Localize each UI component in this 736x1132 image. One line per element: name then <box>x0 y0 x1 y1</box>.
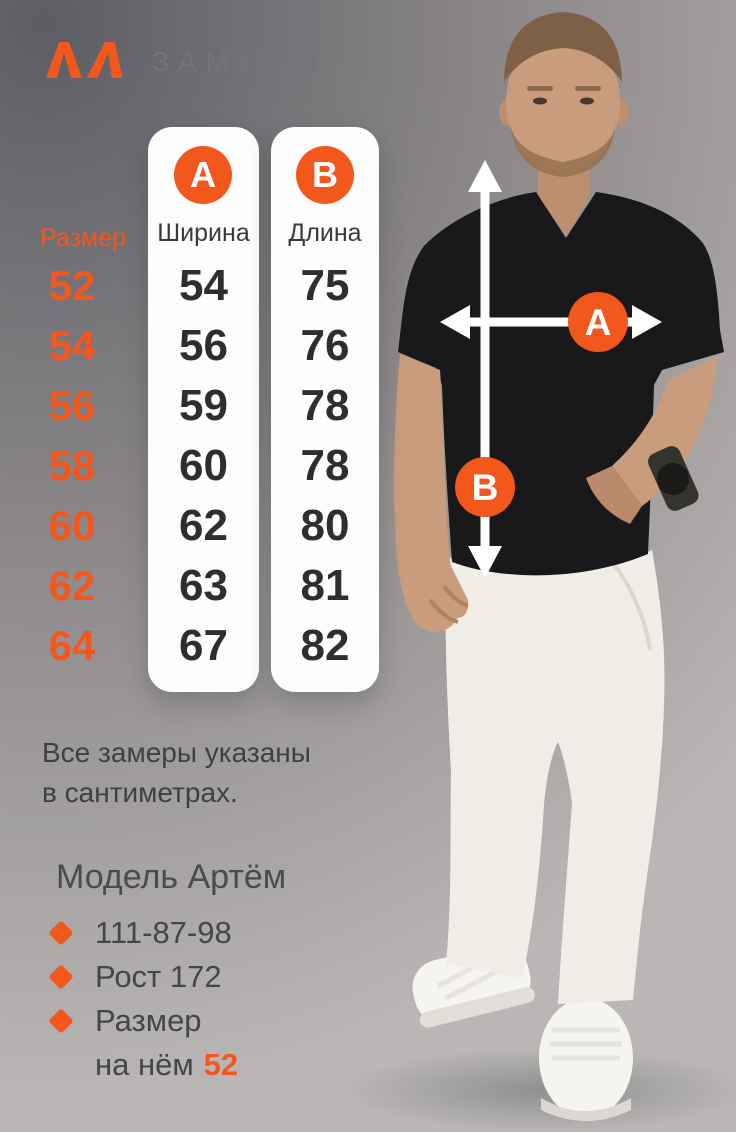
length-cell: 75 <box>300 261 350 310</box>
size-column-header: Размер <box>40 224 126 252</box>
model-size-line1: Размер <box>95 1003 202 1038</box>
size-cell: 56 <box>48 382 96 429</box>
right-sneaker <box>539 998 633 1121</box>
size-cell: 58 <box>48 442 96 489</box>
width-column-values: 54 56 59 60 62 63 67 <box>148 256 259 676</box>
width-column-card <box>148 127 259 692</box>
column-a-letter: A <box>190 154 216 195</box>
measure-badge-a-label: A <box>585 302 612 343</box>
size-cell: 62 <box>48 562 96 609</box>
units-note-line1: Все замеры указаны <box>42 737 311 768</box>
width-cell: 62 <box>179 501 228 550</box>
length-cell: 78 <box>300 441 350 490</box>
width-cell: 54 <box>179 261 228 310</box>
width-cell: 59 <box>179 381 228 430</box>
column-a-header: Ширина <box>157 219 250 247</box>
model-heading: Модель Артём <box>56 858 287 896</box>
size-cell: 60 <box>48 502 96 549</box>
list-item: Размер <box>48 999 238 1043</box>
column-a-badge: A <box>174 146 232 204</box>
length-cell: 78 <box>300 381 350 430</box>
length-cell: 81 <box>300 561 350 610</box>
size-cell: 64 <box>48 622 96 669</box>
ground-shadow <box>345 1048 736 1132</box>
length-column-values: 75 76 78 78 80 81 82 <box>271 256 379 676</box>
list-item: на нём 52 <box>52 1043 238 1087</box>
width-cell: 56 <box>179 321 228 370</box>
length-column-card <box>271 127 379 692</box>
size-cell: 52 <box>48 262 96 309</box>
size-column: 52 54 56 58 60 62 64 <box>30 256 114 676</box>
units-note: Все замеры указаны в сантиметрах. <box>42 733 311 813</box>
diamond-icon <box>48 964 74 990</box>
model-size-value: 52 <box>203 1047 239 1082</box>
units-note-line2: в сантиметрах. <box>42 777 238 808</box>
width-cell: 60 <box>179 441 228 490</box>
length-cell: 82 <box>300 621 350 670</box>
model-size-line2: на нём <box>95 1047 194 1082</box>
page-title: ЗАМЕРЫ <box>152 46 328 77</box>
model-measurements: 111-87-98 <box>95 915 232 950</box>
measure-badge-a: A <box>568 292 628 352</box>
measure-badge-b-label: B <box>472 467 499 508</box>
size-cell: 54 <box>48 322 96 369</box>
length-cell: 76 <box>300 321 350 370</box>
width-cell: 67 <box>179 621 228 670</box>
column-b-header: Длина <box>288 219 362 247</box>
column-b-badge: B <box>296 146 354 204</box>
diamond-icon <box>48 920 74 946</box>
column-b-letter: B <box>312 154 338 195</box>
diamond-icon <box>48 1008 74 1034</box>
list-item: Рост 172 <box>48 955 238 999</box>
brand-logo-icon <box>46 42 123 78</box>
width-cell: 63 <box>179 561 228 610</box>
model-facts-list: 111-87-98 Рост 172 Размер на нём 52 <box>48 911 238 1087</box>
model-height: Рост 172 <box>95 959 222 994</box>
length-cell: 80 <box>300 501 350 550</box>
white-pants <box>445 550 665 1004</box>
list-item: 111-87-98 <box>48 911 238 955</box>
measure-badge-b: B <box>455 457 515 517</box>
